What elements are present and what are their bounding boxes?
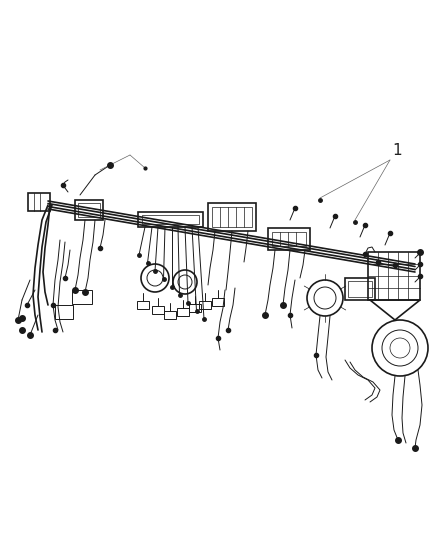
- Bar: [137, 301, 149, 309]
- Bar: [55, 305, 73, 319]
- Bar: [272, 232, 306, 246]
- Bar: [268, 228, 310, 250]
- Bar: [164, 311, 176, 319]
- Bar: [212, 298, 224, 306]
- Bar: [28, 193, 50, 211]
- Bar: [208, 203, 256, 231]
- Bar: [348, 281, 372, 297]
- Bar: [189, 304, 201, 312]
- Text: 1: 1: [392, 143, 402, 158]
- Bar: [75, 200, 103, 220]
- Bar: [199, 301, 211, 309]
- Bar: [78, 203, 100, 217]
- Bar: [72, 290, 92, 304]
- Bar: [368, 252, 420, 300]
- Bar: [345, 278, 375, 300]
- Bar: [138, 212, 203, 227]
- Bar: [212, 207, 252, 227]
- Bar: [177, 308, 189, 316]
- Bar: [152, 306, 164, 314]
- Bar: [142, 215, 199, 224]
